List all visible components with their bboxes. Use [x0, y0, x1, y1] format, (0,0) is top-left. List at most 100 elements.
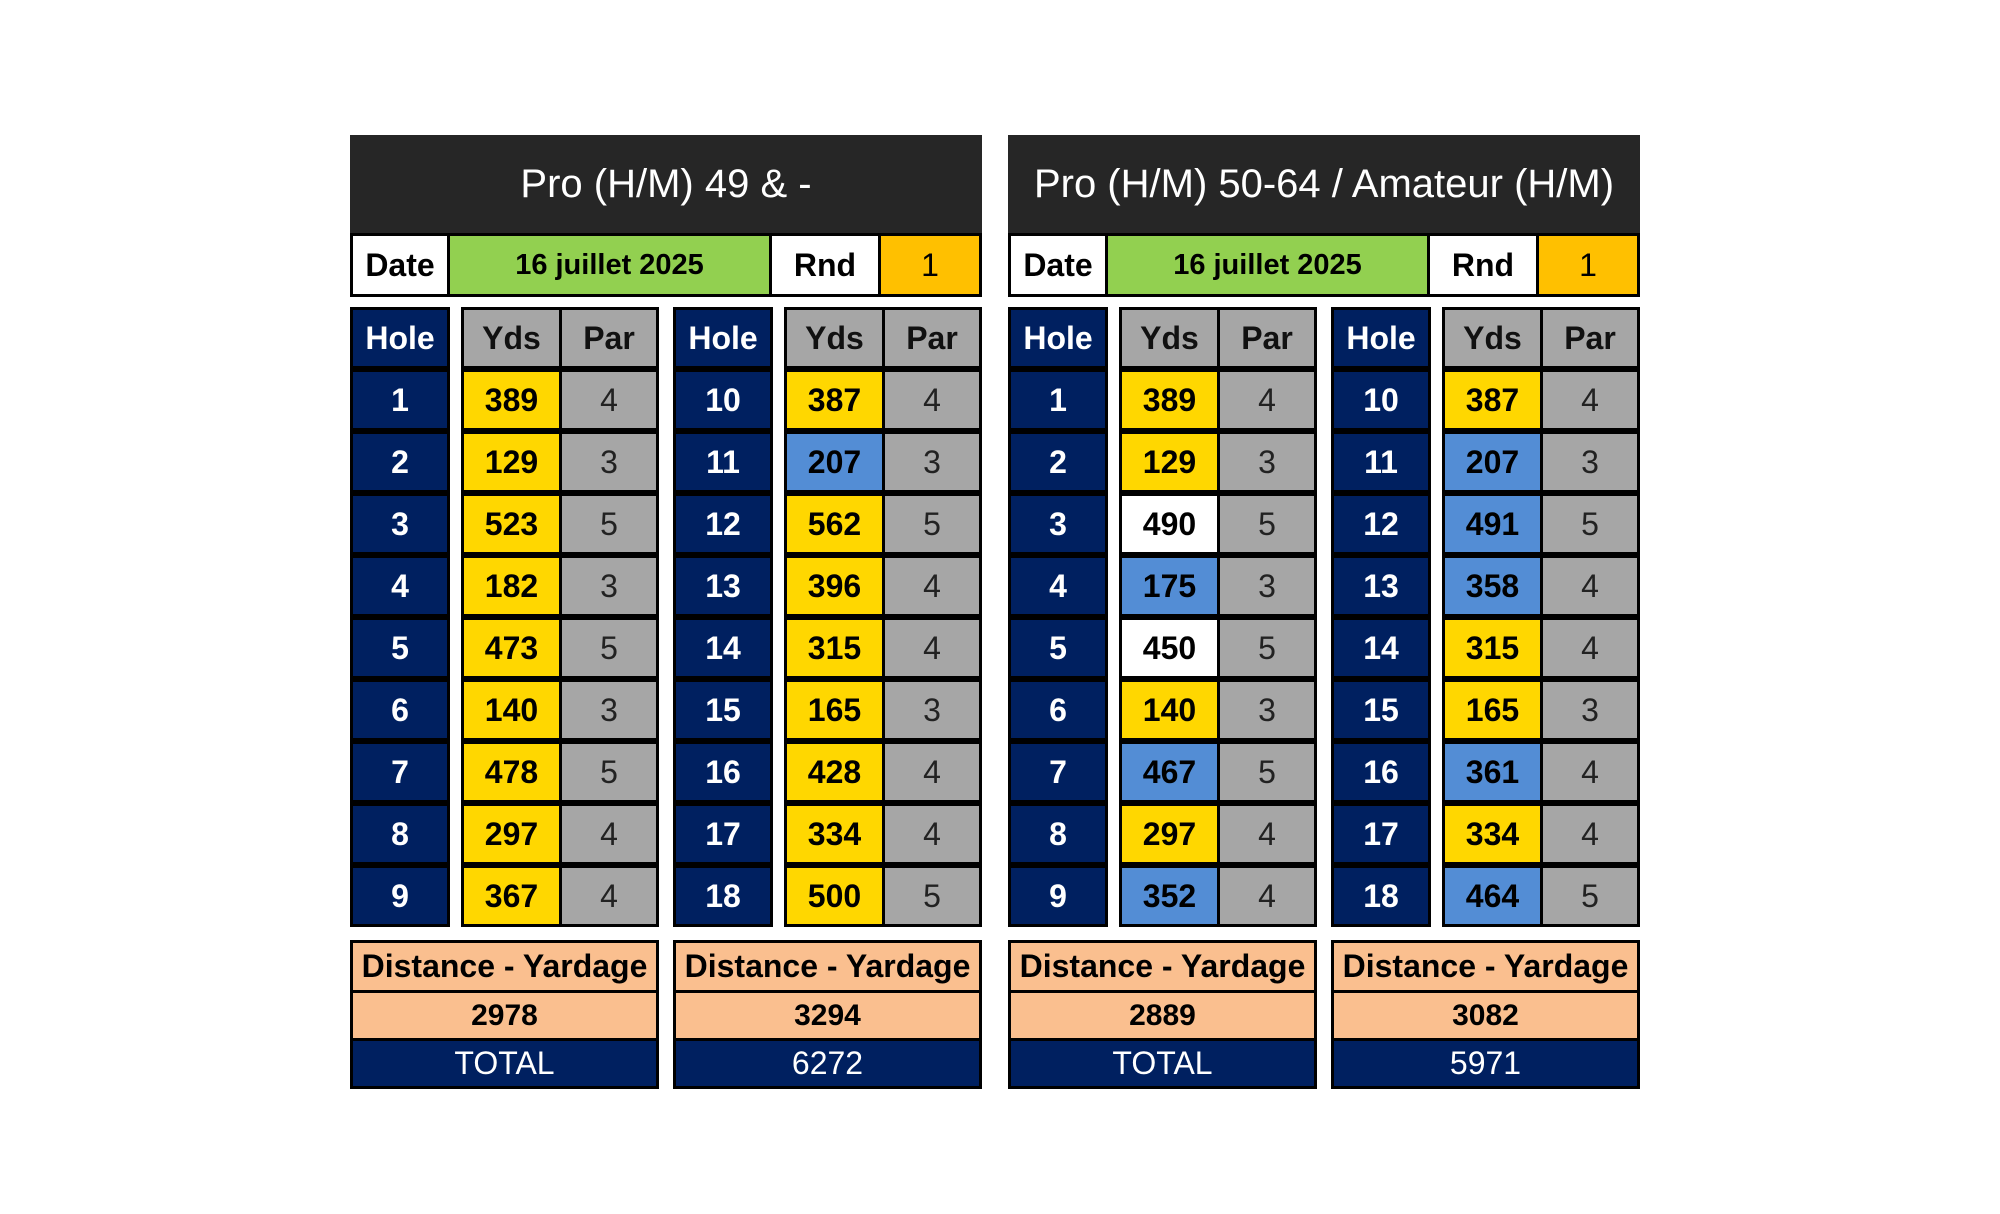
yards-par-columns: Yds Par 387 4 207 3 491 5 358 4 315 4 165 3 361 4 334 4 46… [1442, 307, 1640, 931]
yards-value: 207 [1442, 431, 1543, 493]
yards-value: 389 [461, 369, 562, 431]
hole-header: Hole [1008, 307, 1108, 369]
date-value: 16 juillet 2025 [447, 233, 772, 297]
par-value: 5 [1540, 493, 1640, 555]
par-value: 4 [1540, 555, 1640, 617]
yards-value: 464 [1442, 865, 1543, 927]
front-nine-summary: Distance - Yardage 2889 TOTAL [1008, 940, 1317, 1089]
yards-value: 467 [1119, 741, 1220, 803]
hole-number: 11 [673, 431, 773, 493]
date-row: Date 16 juillet 2025 Rnd 1 [1008, 233, 1640, 297]
back-nine-summary: Distance - Yardage 3082 5971 [1331, 940, 1640, 1089]
hole-number: 14 [1331, 617, 1431, 679]
hole-number: 17 [1331, 803, 1431, 865]
yards-value: 478 [461, 741, 562, 803]
par-value: 3 [882, 679, 982, 741]
hole-number: 12 [1331, 493, 1431, 555]
par-value: 3 [1540, 679, 1640, 741]
yards-value: 523 [461, 493, 562, 555]
par-header: Par [559, 307, 659, 369]
yards-value: 182 [461, 555, 562, 617]
yards-value: 165 [784, 679, 885, 741]
yards-value: 315 [784, 617, 885, 679]
par-value: 5 [559, 617, 659, 679]
hole-number: 15 [1331, 679, 1431, 741]
yds-header: Yds [1442, 307, 1543, 369]
par-value: 3 [1217, 555, 1317, 617]
hole-number: 9 [1008, 865, 1108, 927]
scorecard-panel-1: Pro (H/M) 49 & - Date 16 juillet 2025 Rn… [350, 135, 982, 1089]
scorecard-panel-2: Pro (H/M) 50-64 / Amateur (H/M) Date 16 … [1008, 135, 1640, 1089]
yards-value: 129 [461, 431, 562, 493]
par-value: 5 [1217, 493, 1317, 555]
par-value: 5 [1217, 741, 1317, 803]
par-header: Par [1217, 307, 1317, 369]
hole-number: 10 [1331, 369, 1431, 431]
par-value: 4 [559, 369, 659, 431]
hole-header: Hole [350, 307, 450, 369]
yards-value: 562 [784, 493, 885, 555]
hole-number: 4 [1008, 555, 1108, 617]
hole-number: 8 [1008, 803, 1108, 865]
yards-par-columns: Yds Par 389 4 129 3 490 5 175 3 450 5 140 3 467 5 297 4 35… [1119, 307, 1317, 931]
yards-value: 428 [784, 741, 885, 803]
yards-value: 175 [1119, 555, 1220, 617]
par-header: Par [1540, 307, 1640, 369]
hole-number: 3 [350, 493, 450, 555]
par-value: 4 [882, 369, 982, 431]
par-value: 4 [1217, 369, 1317, 431]
distance-label: Distance - Yardage [350, 940, 659, 993]
par-header: Par [882, 307, 982, 369]
hole-number: 2 [1008, 431, 1108, 493]
front-nine-summary: Distance - Yardage 2978 TOTAL [350, 940, 659, 1089]
hole-number: 18 [1331, 865, 1431, 927]
par-value: 3 [1540, 431, 1640, 493]
hole-number: 9 [350, 865, 450, 927]
hole-column: Hole 1 2 3 4 5 6 7 8 9 [1008, 307, 1108, 931]
round-value: 1 [878, 233, 982, 297]
par-value: 4 [882, 555, 982, 617]
panel-title: Pro (H/M) 50-64 / Amateur (H/M) [1008, 135, 1640, 233]
yards-value: 473 [461, 617, 562, 679]
yards-value: 165 [1442, 679, 1543, 741]
par-value: 3 [1217, 431, 1317, 493]
par-value: 3 [559, 431, 659, 493]
yards-value: 358 [1442, 555, 1543, 617]
back-nine-summary: Distance - Yardage 3294 6272 [673, 940, 982, 1089]
hole-header: Hole [1331, 307, 1431, 369]
yds-header: Yds [461, 307, 562, 369]
yards-value: 367 [461, 865, 562, 927]
par-value: 3 [559, 679, 659, 741]
panel-title: Pro (H/M) 49 & - [350, 135, 982, 233]
yards-value: 129 [1119, 431, 1220, 493]
yards-value: 334 [1442, 803, 1543, 865]
hole-number: 17 [673, 803, 773, 865]
yards-value: 140 [1119, 679, 1220, 741]
hole-number: 4 [350, 555, 450, 617]
hole-number: 13 [1331, 555, 1431, 617]
distance-value: 2978 [350, 990, 659, 1041]
distance-value: 2889 [1008, 990, 1317, 1041]
hole-number: 8 [350, 803, 450, 865]
hole-number: 16 [1331, 741, 1431, 803]
distance-value: 3294 [673, 990, 982, 1041]
hole-number: 6 [1008, 679, 1108, 741]
hole-column: Hole 1 2 3 4 5 6 7 8 9 [350, 307, 450, 931]
hole-number: 15 [673, 679, 773, 741]
hole-number: 3 [1008, 493, 1108, 555]
yards-par-columns: Yds Par 387 4 207 3 562 5 396 4 315 4 165 3 428 4 334 4 50… [784, 307, 982, 931]
hole-number: 1 [350, 369, 450, 431]
yards-value: 490 [1119, 493, 1220, 555]
par-value: 4 [1540, 741, 1640, 803]
par-value: 4 [882, 617, 982, 679]
date-label: Date [350, 233, 450, 297]
hole-number: 6 [350, 679, 450, 741]
yards-value: 334 [784, 803, 885, 865]
total-label: TOTAL [1008, 1038, 1317, 1089]
par-value: 5 [559, 493, 659, 555]
hole-number: 14 [673, 617, 773, 679]
par-value: 4 [1217, 803, 1317, 865]
round-label: Rnd [1427, 233, 1539, 297]
par-value: 5 [1217, 617, 1317, 679]
distance-label: Distance - Yardage [1331, 940, 1640, 993]
